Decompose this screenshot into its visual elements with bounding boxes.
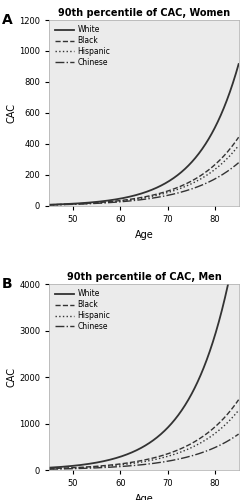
White [232, 252, 235, 258]
Line: Hispanic: Hispanic [49, 410, 239, 469]
Chinese [48, 202, 51, 208]
Chinese [150, 195, 153, 201]
Text: B: B [2, 276, 13, 290]
Chinese [160, 459, 163, 465]
Chinese [203, 181, 206, 187]
Chinese [139, 462, 142, 468]
Black [138, 458, 141, 464]
Hispanic [232, 412, 235, 418]
Hispanic [138, 460, 141, 466]
Text: A: A [2, 12, 13, 26]
Title: 90th percentile of CAC, Women: 90th percentile of CAC, Women [58, 8, 230, 18]
Black [232, 403, 235, 409]
Black [48, 202, 51, 208]
White [160, 430, 163, 436]
Black [237, 134, 240, 140]
Line: White: White [49, 64, 239, 204]
White [139, 191, 142, 197]
Chinese [139, 197, 142, 203]
Line: Black: Black [49, 400, 239, 468]
Hispanic [150, 457, 153, 463]
Line: Chinese: Chinese [49, 434, 239, 469]
Black [160, 452, 163, 458]
Black [139, 458, 142, 464]
Hispanic [203, 174, 206, 180]
Chinese [150, 460, 153, 466]
Hispanic [232, 148, 235, 154]
Line: White: White [49, 230, 239, 468]
Black [237, 396, 240, 402]
Black [48, 466, 51, 471]
Hispanic [48, 466, 51, 472]
Black [203, 170, 206, 176]
Hispanic [139, 460, 142, 466]
White [150, 187, 153, 193]
White [203, 142, 206, 148]
Chinese [237, 431, 240, 437]
Y-axis label: CAC: CAC [6, 103, 16, 123]
X-axis label: Age: Age [135, 494, 153, 500]
Chinese [138, 462, 141, 468]
Chinese [203, 449, 206, 455]
Line: Chinese: Chinese [49, 162, 239, 205]
White [160, 182, 163, 188]
White [203, 363, 206, 369]
Legend: White, Black, Hispanic, Chinese: White, Black, Hispanic, Chinese [53, 288, 112, 333]
Chinese [160, 194, 163, 200]
Title: 90th percentile of CAC, Men: 90th percentile of CAC, Men [66, 272, 221, 282]
White [237, 61, 240, 67]
Chinese [232, 164, 235, 170]
White [150, 438, 153, 444]
Hispanic [237, 142, 240, 148]
Hispanic [139, 196, 142, 202]
Chinese [237, 160, 240, 166]
Hispanic [138, 196, 141, 202]
X-axis label: Age: Age [135, 230, 153, 239]
Hispanic [160, 191, 163, 197]
Hispanic [237, 407, 240, 413]
Black [203, 432, 206, 438]
Hispanic [150, 194, 153, 200]
Black [139, 194, 142, 200]
Black [150, 192, 153, 198]
White [232, 76, 235, 82]
Chinese [138, 197, 141, 203]
Black [232, 140, 235, 146]
Y-axis label: CAC: CAC [6, 367, 16, 387]
Line: Black: Black [49, 137, 239, 205]
Chinese [48, 466, 51, 472]
White [139, 446, 142, 452]
Black [160, 190, 163, 196]
Line: Hispanic: Hispanic [49, 146, 239, 205]
Black [150, 456, 153, 462]
White [138, 446, 141, 452]
White [237, 226, 240, 232]
Black [138, 195, 141, 201]
Hispanic [203, 438, 206, 444]
Legend: White, Black, Hispanic, Chinese: White, Black, Hispanic, Chinese [53, 24, 112, 68]
White [48, 464, 51, 470]
Hispanic [160, 455, 163, 461]
Hispanic [48, 202, 51, 208]
White [48, 202, 51, 207]
White [138, 191, 141, 197]
Chinese [232, 434, 235, 440]
